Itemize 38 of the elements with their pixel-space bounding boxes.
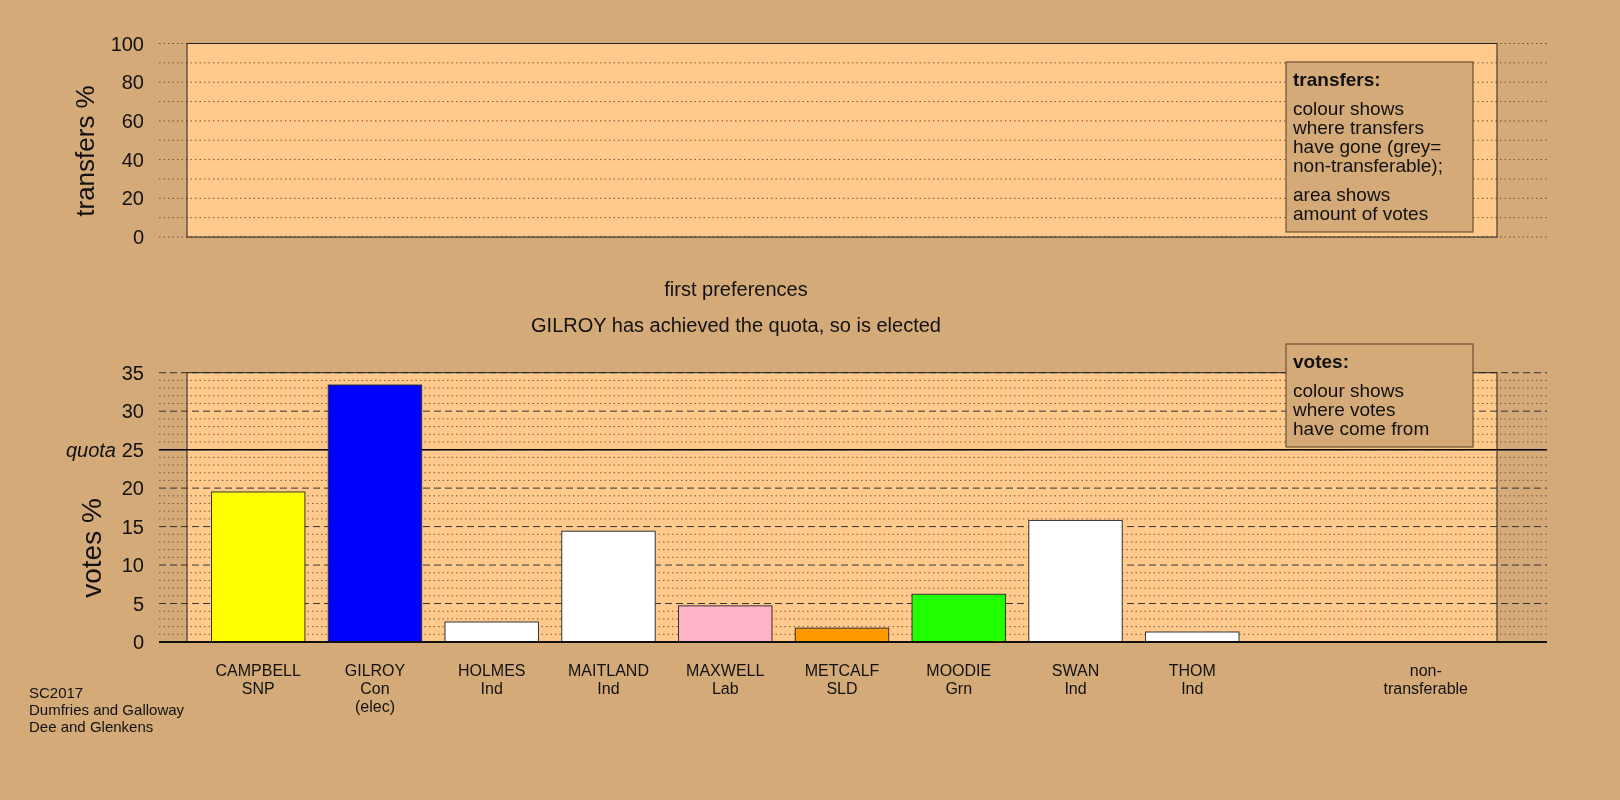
x-tick-label: THOM Ind <box>1168 662 1216 697</box>
chart-subtitle: GILROY has achieved the quota, so is elected <box>531 313 941 336</box>
x-tick-label: MAXWELL Lab <box>686 662 765 697</box>
x-tick-label: HOLMES Ind <box>457 662 526 697</box>
y-tick-label: 25 <box>121 438 144 461</box>
x-tick-label: SWAN Ind <box>1051 662 1100 697</box>
bar <box>1145 631 1240 643</box>
y-tick-label: 80 <box>121 71 144 94</box>
x-tick-label: MOODIE Grn <box>926 662 992 697</box>
y-tick-label: 60 <box>121 109 144 132</box>
ref-line-label: quota <box>65 438 116 461</box>
y-tick-label: 20 <box>121 187 144 210</box>
y-tick-label: 15 <box>121 515 144 538</box>
y-axis-title: votes % <box>75 498 107 598</box>
bar <box>1028 519 1123 643</box>
y-tick-label: 10 <box>121 554 144 577</box>
y-axis-title: transfers % <box>70 85 100 217</box>
annotation: area shows amount of votes <box>1293 184 1429 224</box>
bar <box>444 621 539 643</box>
annotation: colour shows where transfers have gone (grey= non-transferable); <box>1292 98 1443 176</box>
text: votes: <box>1293 351 1349 372</box>
y-tick-label: 0 <box>132 631 144 653</box>
x-tick-label: METCALF SLD <box>804 662 880 697</box>
y-tick-label: 100 <box>110 32 144 55</box>
y-tick-label: 40 <box>121 148 144 171</box>
y-tick-label: 20 <box>121 477 144 500</box>
annotation: colour shows where votes have come from <box>1292 380 1430 439</box>
y-tick-label: 35 <box>121 361 144 384</box>
chart-title: first preferences <box>664 278 808 300</box>
x-tick-label: GILROY Con (elec) <box>344 662 406 715</box>
x-tick-label: non- transferable <box>1383 662 1469 697</box>
annotation: transfers: <box>1293 69 1381 90</box>
y-tick-label: 5 <box>132 592 144 615</box>
y-tick-label: 0 <box>132 226 144 248</box>
x-tick-label: CAMPBELL SNP <box>215 662 301 697</box>
x-tick-label: MAITLAND Ind <box>568 662 649 697</box>
text: SC2017 Dumfries and Galloway Dee and Glenkens <box>29 683 185 735</box>
y-tick-label: 30 <box>121 400 144 423</box>
